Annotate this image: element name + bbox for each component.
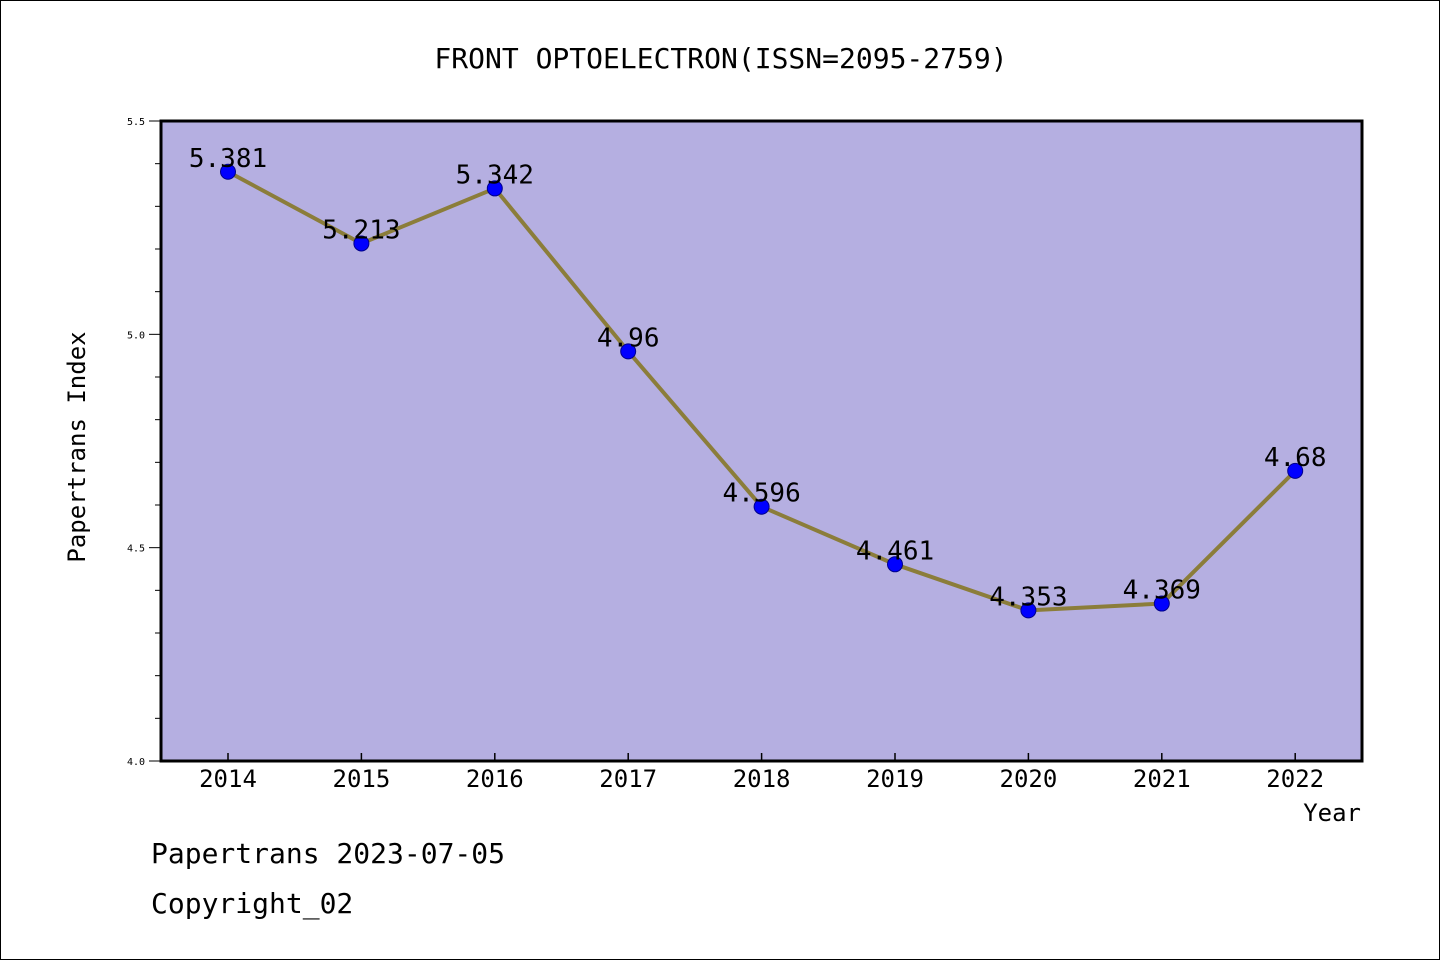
x-tick-label: 2016: [466, 765, 524, 793]
x-tick-label: 2018: [733, 765, 791, 793]
footer-date: Papertrans 2023-07-05: [151, 837, 506, 870]
data-point: [1153, 595, 1170, 612]
data-point: [753, 498, 770, 515]
data-point: [1287, 462, 1304, 479]
y-axis-label: Papertrans Index: [63, 331, 91, 562]
y-tick-label: 4.0: [127, 757, 145, 768]
data-label: 4.461: [856, 536, 934, 566]
x-tick-label: 2020: [1000, 765, 1058, 793]
data-label: 4.353: [989, 582, 1067, 612]
x-tick-label: 2021: [1133, 765, 1191, 793]
data-point: [1020, 602, 1037, 619]
data-label: 5.381: [189, 144, 267, 174]
data-point: [353, 235, 370, 252]
chart-title: FRONT OPTOELECTRON(ISSN=2095-2759): [434, 42, 1007, 75]
x-axis-label: Year: [1303, 799, 1361, 827]
data-label: 4.96: [597, 323, 660, 353]
x-tick-label: 2017: [599, 765, 657, 793]
data-point: [887, 556, 903, 573]
y-tick-label: 5.0: [127, 330, 145, 341]
y-tick-label: 4.5: [127, 544, 145, 555]
data-label: 4.369: [1123, 576, 1201, 606]
plot-area: [159, 119, 1364, 763]
footer-copyright: Copyright_02: [151, 887, 354, 920]
y-tick-label: 5.5: [127, 117, 145, 128]
data-label: 5.213: [322, 215, 400, 245]
data-label: 5.342: [456, 160, 534, 190]
data-point: [620, 343, 637, 360]
data-label: 4.596: [722, 479, 800, 509]
x-tick-label: 2019: [866, 765, 924, 793]
data-label: 4.68: [1264, 443, 1327, 473]
x-tick-label: 2014: [199, 765, 257, 793]
x-tick-label: 2022: [1266, 765, 1324, 793]
x-tick-label: 2015: [333, 765, 391, 793]
data-point: [220, 163, 236, 180]
data-point: [486, 180, 503, 197]
